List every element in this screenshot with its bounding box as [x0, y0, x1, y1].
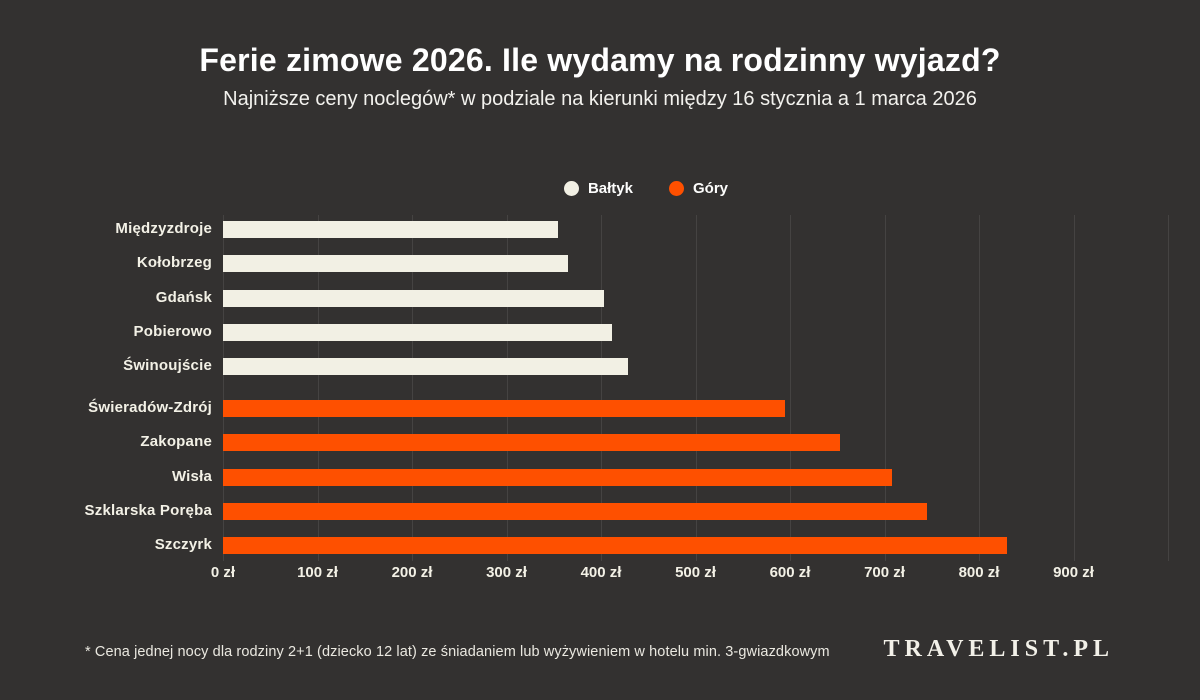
category-label: Świnoujście: [123, 357, 212, 375]
legend-label: Bałtyk: [587, 180, 633, 197]
bar: [223, 255, 568, 273]
bar: [223, 468, 893, 486]
gridline: [695, 215, 697, 561]
category-label: Kołobrzeg: [136, 254, 212, 272]
gridline: [506, 215, 508, 561]
x-tick-label: 100 zł: [297, 564, 338, 581]
chart-legend: Bałtyk Góry: [46, 180, 1200, 197]
bar: [223, 537, 1008, 555]
gridline: [790, 215, 791, 561]
plot-area: [223, 215, 1169, 561]
travelist-logo: TRAVELIST.PL: [883, 636, 1114, 662]
gridline: [1073, 215, 1075, 561]
baltyk-dot-icon: [563, 181, 579, 196]
legend-item-gory: Góry: [669, 180, 728, 197]
bar: [223, 323, 613, 341]
category-label: Zakopane: [140, 433, 212, 451]
legend-label: Góry: [693, 180, 729, 197]
legend-item-baltyk: Bałtyk: [563, 180, 633, 197]
page-subtitle: Najniższe ceny noclegów* w podziale na k…: [223, 88, 977, 110]
x-tick-label: 0 zł: [210, 564, 236, 581]
x-tick-label: 400 zł: [580, 564, 622, 581]
gridline: [1168, 215, 1169, 561]
category-label: Wisła: [171, 467, 212, 485]
x-tick-label: 800 zł: [958, 564, 1000, 581]
category-label: Pobierowo: [133, 322, 212, 340]
x-tick-label: 500 zł: [675, 564, 716, 581]
category-label: Szczyrk: [154, 536, 212, 554]
x-tick-label: 700 zł: [864, 564, 905, 581]
x-tick-label: 300 zł: [486, 564, 527, 581]
category-label: Świeradów-Zdrój: [88, 399, 212, 416]
bar: [223, 400, 786, 417]
bar: [223, 502, 928, 520]
category-labels: Międzyzdroje Kołobrzeg Gdańsk Pobierowo Świn…: [0, 215, 212, 561]
bar: [223, 289, 604, 307]
category-label: Szklarska Poręba: [84, 501, 212, 519]
gridline: [223, 215, 224, 561]
category-label: Gdańsk: [155, 288, 212, 306]
x-tick-label: 900 zł: [1053, 564, 1094, 581]
bar: [223, 358, 629, 376]
x-axis: 0 zł 100 zł 200 zł 300 zł 400 zł 500 zł 600 zł…: [211, 564, 1168, 586]
gridline: [412, 215, 413, 561]
gridline: [317, 215, 319, 561]
x-tick-label: 600 zł: [769, 564, 811, 581]
category-label: Międzyzdroje: [115, 220, 212, 237]
gory-dot-icon: [669, 181, 684, 196]
footnote: * Cena jednej nocy dla rodziny 2+1 (dzie…: [85, 644, 830, 660]
gridline: [884, 215, 886, 561]
gridline: [601, 215, 602, 561]
x-tick-label: 200 zł: [391, 564, 433, 581]
gridline: [979, 215, 980, 561]
bar: [223, 434, 841, 452]
bar: [223, 221, 559, 238]
page-title: Ferie zimowe 2026. Ile wydamy na rodzinn…: [199, 42, 1001, 78]
